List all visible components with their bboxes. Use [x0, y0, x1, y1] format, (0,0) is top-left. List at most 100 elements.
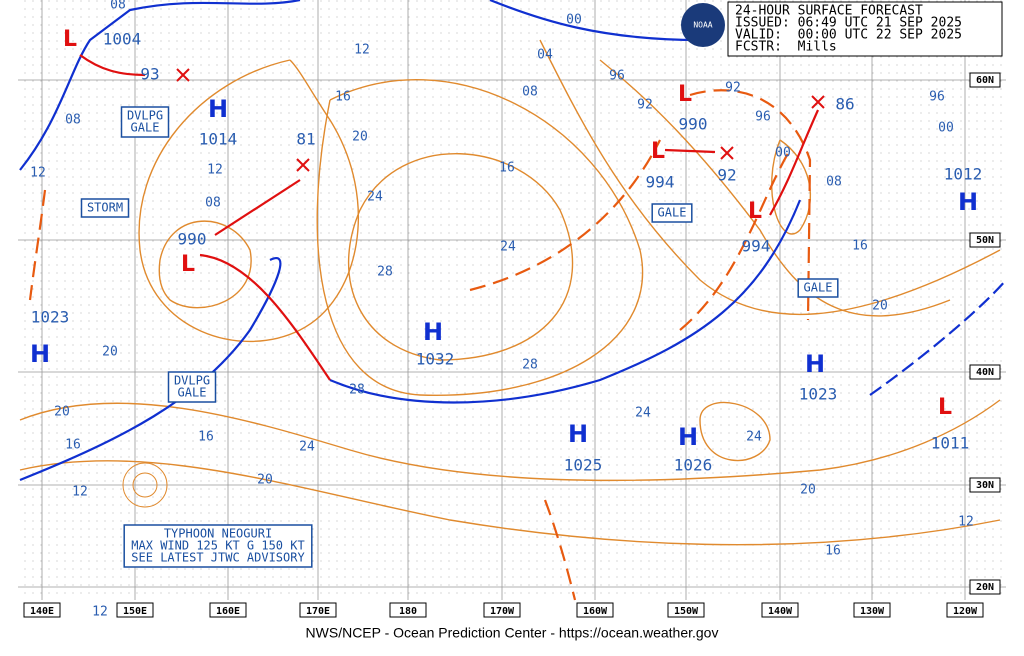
isobar-label: 16	[499, 161, 515, 176]
warning-box	[120, 106, 170, 138]
center-pressure: 1025	[564, 456, 603, 475]
forecast-x	[720, 146, 734, 160]
isobar-label: 24	[367, 190, 383, 205]
forecast-pressure: 86	[835, 95, 854, 114]
isobar-label: 12	[92, 605, 108, 620]
latitude-label: 40N	[976, 367, 994, 378]
axis-label-box	[576, 602, 614, 618]
center-pressure: 1012	[944, 165, 983, 184]
forecast-x	[176, 68, 190, 82]
center-symbol: H	[678, 423, 698, 451]
header-box	[727, 1, 1003, 57]
latitude-label: 20N	[976, 582, 994, 593]
longitude-label: 140E	[30, 606, 54, 617]
warning-text: GALE	[131, 121, 160, 135]
fronts	[19, 0, 1007, 601]
isobar-label: 00	[566, 13, 582, 28]
center-symbol: H	[958, 188, 978, 216]
isobar-label: 96	[755, 110, 771, 125]
longitude-label: 150W	[674, 606, 699, 617]
isobar-label: 08	[110, 0, 126, 13]
isobar-label: 28	[349, 383, 365, 398]
isobar-label: 00	[775, 146, 791, 161]
warning-box	[123, 524, 313, 568]
center-pressure: 990	[679, 115, 708, 134]
center-pressure: 1023	[799, 385, 838, 404]
forecast-pressure: 92	[717, 166, 736, 185]
isobar-label: 16	[65, 438, 81, 453]
forecast-x	[296, 158, 310, 172]
warning-box	[167, 371, 217, 403]
isobar-label: 92	[637, 98, 653, 113]
center-pressure: 1011	[931, 434, 970, 453]
warning-box	[651, 203, 693, 223]
latitude-label: 60N	[976, 75, 994, 86]
warning-text: DVLPG	[127, 109, 163, 123]
forecast-x	[811, 95, 825, 109]
longitude-label: 180	[399, 606, 417, 617]
warning-text: SEE LATEST JTWC ADVISORY	[131, 551, 305, 565]
center-pressure: 994	[742, 237, 771, 256]
logo-text: NOAA	[693, 21, 712, 30]
isobars	[19, 39, 1001, 546]
isobar-label: 16	[825, 544, 841, 559]
isobar-label: 00	[938, 121, 954, 136]
axis-label-box	[969, 72, 1001, 88]
longitude-label: 170E	[306, 606, 330, 617]
axis-label-box	[23, 602, 61, 618]
axis-label-box	[209, 602, 247, 618]
warning-text: GALE	[178, 386, 207, 400]
axis-label-box	[969, 364, 1001, 380]
center-symbol: H	[30, 340, 50, 368]
center-pressure: 1032	[416, 350, 455, 369]
noaa-logo	[681, 3, 725, 47]
isobar-label: 16	[198, 430, 214, 445]
center-symbol: L	[748, 199, 762, 224]
isobar-label: 12	[207, 163, 223, 178]
typhoon-rings	[122, 462, 168, 508]
isobar-label: 96	[929, 90, 945, 105]
axis-label-box	[667, 602, 705, 618]
graticule	[18, 0, 1006, 600]
warning-text: GALE	[804, 281, 833, 295]
isobar-label: 24	[635, 406, 651, 421]
axis-label-box	[389, 602, 427, 618]
axis-label-box	[969, 579, 1001, 595]
center-symbol: L	[63, 27, 77, 52]
isobar-label: 12	[72, 485, 88, 500]
isobar-label: 12	[354, 43, 370, 58]
isobar-label: 20	[54, 405, 70, 420]
warning-box	[797, 278, 839, 298]
center-symbol: H	[423, 318, 443, 346]
warning-box	[80, 198, 130, 218]
header-line: FCSTR: Mills	[735, 40, 837, 55]
isobar-label: 28	[522, 358, 538, 373]
isobar-label: 20	[352, 130, 368, 145]
isobar-label: 96	[609, 69, 625, 84]
map-area	[18, 0, 1006, 600]
warning-text: TYPHOON NEOGURI	[164, 527, 272, 541]
center-symbol: L	[678, 82, 692, 107]
warning-text: GALE	[658, 206, 687, 220]
isobar-label: 20	[257, 473, 273, 488]
axis-label-box	[483, 602, 521, 618]
axis-label-box	[969, 232, 1001, 248]
center-symbol: L	[938, 395, 952, 420]
axis-label-box	[853, 602, 891, 618]
center-pressure: 990	[178, 230, 207, 249]
axis-label-box	[116, 602, 154, 618]
header-line: ISSUED: 06:49 UTC 21 SEP 2025	[735, 16, 962, 31]
warning-text: STORM	[87, 201, 123, 215]
axis-label-box	[299, 602, 337, 618]
center-symbol: L	[181, 252, 195, 277]
longitude-label: 160W	[583, 606, 608, 617]
isobar-label: 28	[377, 265, 393, 280]
axis-label-box	[969, 477, 1001, 493]
isobar-label: 08	[522, 85, 538, 100]
warning-text: MAX WIND 125 KT G 150 KT	[131, 539, 304, 553]
isobar-label: 24	[746, 430, 762, 445]
center-symbol: H	[208, 95, 228, 123]
forecast-pressure: 93	[140, 65, 159, 84]
center-pressure: 994	[646, 173, 675, 192]
